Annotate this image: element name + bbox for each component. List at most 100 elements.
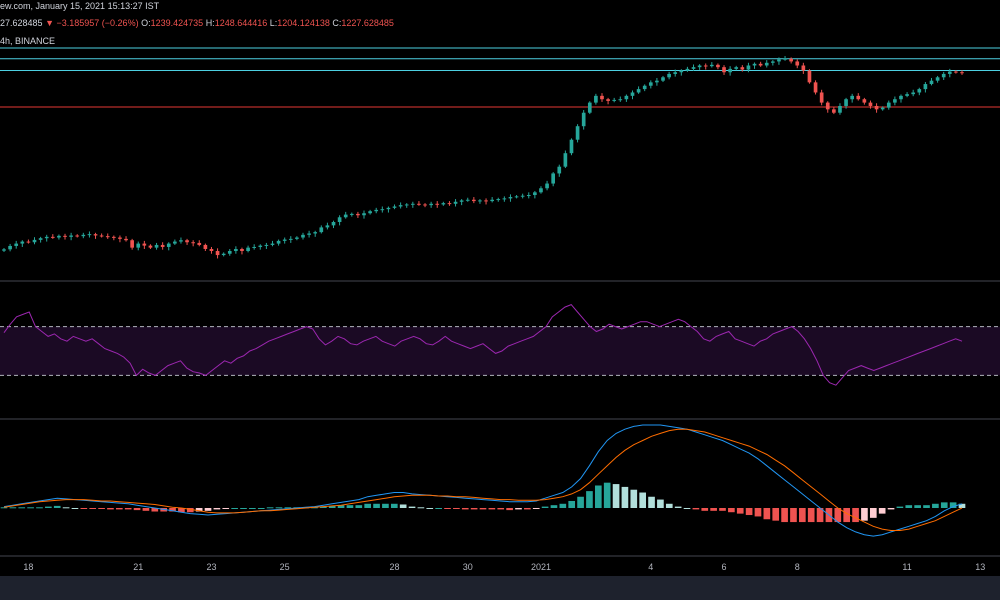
candle-body [14,243,19,246]
macd-histogram-bar [550,505,558,508]
candle-body [514,196,519,198]
macd-histogram-bar [896,506,904,508]
macd-histogram-bar [45,506,52,508]
macd-histogram-bar [497,508,505,510]
chart-source-line: ew.com, January 15, 2021 15:13:27 IST [0,1,160,11]
macd-histogram-bar [816,508,824,523]
candle-body [929,80,934,85]
macd-histogram-bar [665,503,673,508]
change-arrow-icon: ▼ [45,18,54,28]
candle-body [520,195,525,197]
high-value: 1248.644416 [214,18,268,28]
macd-histogram-bar [107,508,114,510]
candle-body [856,95,861,100]
candle-body [832,109,836,113]
macd-histogram-bar [266,507,274,509]
candle-body [917,89,922,93]
candle-body [764,62,769,66]
time-axis-tick-label: 2021 [531,562,551,572]
candle-body [703,65,708,67]
macd-histogram-bar [124,508,132,510]
candle-body [465,199,470,201]
macd-histogram-bar [754,508,762,517]
macd-histogram-bar [204,508,212,511]
time-axis-tick-label: 13 [975,562,985,572]
candle-body [886,102,891,108]
candle-body [941,73,946,78]
candle-body [795,61,800,66]
macd-histogram-bar [328,505,336,508]
candle-body [313,232,318,234]
macd-histogram-bar [98,508,105,509]
candle-body [99,235,104,237]
time-axis[interactable]: 1821232528302021468111315 [23,562,1000,572]
candle-body [148,245,153,248]
macd-histogram-bar [586,491,593,508]
macd-histogram-bar [728,508,735,513]
time-axis-tick-label: 25 [280,562,290,572]
candle-body [258,245,263,247]
rsi-pane[interactable] [0,304,1000,386]
macd-pane[interactable] [0,424,966,537]
macd-histogram-bar [799,508,806,523]
macd-histogram-bar [683,508,691,509]
candle-body [709,64,714,67]
macd-histogram-bar [169,508,176,512]
close-partial: 27.628485 [0,18,43,28]
close-label: C: [332,18,342,28]
macd-histogram-bar [364,503,372,508]
candle-body [947,71,952,74]
price-pane[interactable] [0,56,1000,259]
change-value: −3.185957 (−0.26%) [56,18,139,28]
macd-histogram-bar [186,508,194,513]
macd-histogram-bar [89,508,97,509]
candle-body [160,244,165,247]
candle-body [673,72,678,74]
candle-body [343,214,348,218]
candle-body [825,102,830,110]
candle-body [508,197,513,199]
macd-histogram-bar [772,508,780,521]
candle-body [417,203,421,205]
candle-body [868,102,873,106]
macd-histogram-bar [719,508,726,511]
macd-histogram-bar [949,502,957,508]
candle-body [179,240,183,242]
macd-histogram-bar [355,505,363,508]
macd-histogram-bar [453,508,460,509]
candle-body [270,243,275,245]
candle-body [594,95,598,103]
macd-histogram-bar [612,484,620,508]
candle-body [954,71,958,73]
candle-body [185,240,189,243]
candle-body [362,213,366,216]
macd-histogram-bar [382,503,389,508]
candle-body [386,207,391,210]
candle-body [740,67,745,70]
macd-histogram-bar [231,508,238,509]
candle-body [874,105,879,110]
macd-histogram-bar [568,500,576,508]
candle-body [142,243,147,246]
candle-body [563,153,568,167]
candle-body [57,235,61,238]
candle-body [557,166,562,174]
macd-histogram-bar [674,506,682,508]
bottom-toolbar [0,576,1000,600]
candle-body [533,192,537,196]
candle-body [789,58,793,62]
candle-body [484,200,488,202]
candle-body [838,105,842,113]
candle-body [105,236,110,238]
candle-body [227,251,232,254]
candle-body [234,248,238,252]
candle-body [69,235,73,237]
candle-body [819,92,824,103]
macd-histogram-bar [18,507,26,509]
time-axis-tick-label: 4 [648,562,653,572]
candle-body [301,234,305,238]
candle-body [893,99,897,103]
candle-body [331,222,336,226]
candle-body [374,209,379,212]
price-chart-canvas[interactable]: 1821232528302021468111315 [0,0,1000,576]
